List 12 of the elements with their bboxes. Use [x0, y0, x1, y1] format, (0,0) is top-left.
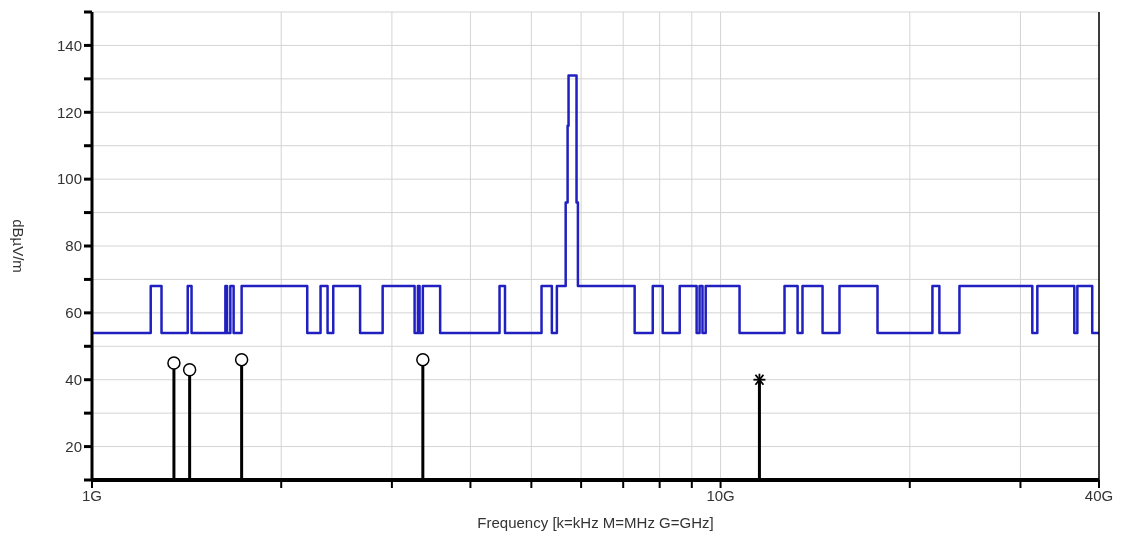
x-tick-label: 40G	[1084, 486, 1114, 504]
y-tick-label: 140	[56, 36, 82, 54]
x-tick-label: 1G	[81, 486, 103, 504]
y-tick-label: 80	[65, 237, 82, 255]
y-tick-label: 100	[56, 170, 82, 188]
x-axis-title: Frequency [k=kHz M=MHz G=GHz]	[477, 514, 714, 531]
y-tick-label: 20	[65, 437, 82, 455]
y-axis-title: dBµV/m	[9, 219, 27, 273]
y-tick-label: 120	[56, 103, 82, 121]
x-tick-label: 10G	[706, 486, 735, 504]
y-tick-label: 40	[65, 371, 82, 389]
y-tick-label: 60	[65, 304, 82, 322]
